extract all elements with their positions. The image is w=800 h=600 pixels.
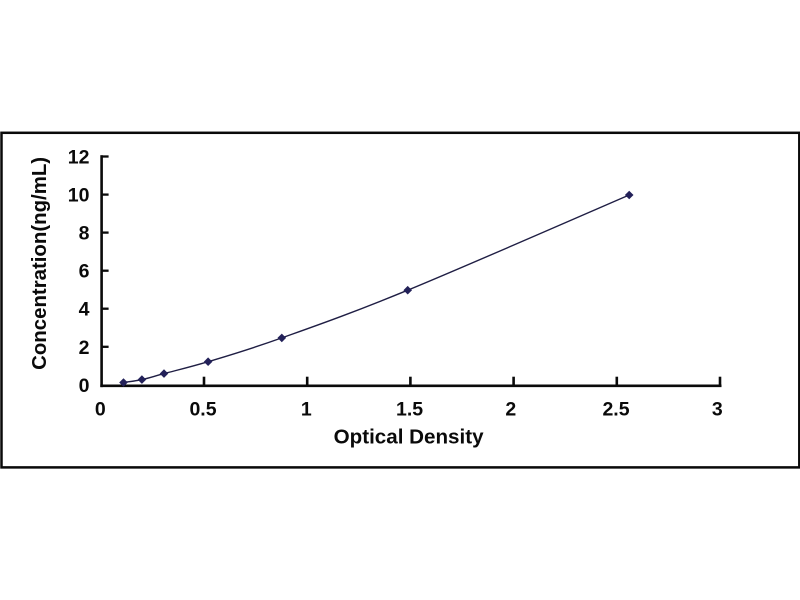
svg-text:1: 1 [301, 399, 312, 421]
svg-text:4: 4 [79, 299, 90, 321]
svg-text:1.5: 1.5 [396, 399, 423, 421]
svg-text:0: 0 [95, 399, 106, 421]
svg-text:2: 2 [505, 399, 516, 421]
svg-text:2: 2 [79, 337, 90, 359]
svg-text:8: 8 [79, 223, 90, 245]
svg-text:Concentration(ng/mL): Concentration(ng/mL) [29, 157, 51, 370]
svg-text:3: 3 [712, 399, 723, 421]
svg-text:6: 6 [79, 261, 90, 283]
svg-text:12: 12 [68, 147, 90, 169]
svg-text:Optical Density: Optical Density [334, 425, 484, 448]
svg-text:0.5: 0.5 [189, 399, 216, 421]
svg-text:2.5: 2.5 [602, 399, 629, 421]
svg-text:10: 10 [68, 185, 90, 207]
svg-text:0: 0 [79, 375, 90, 397]
